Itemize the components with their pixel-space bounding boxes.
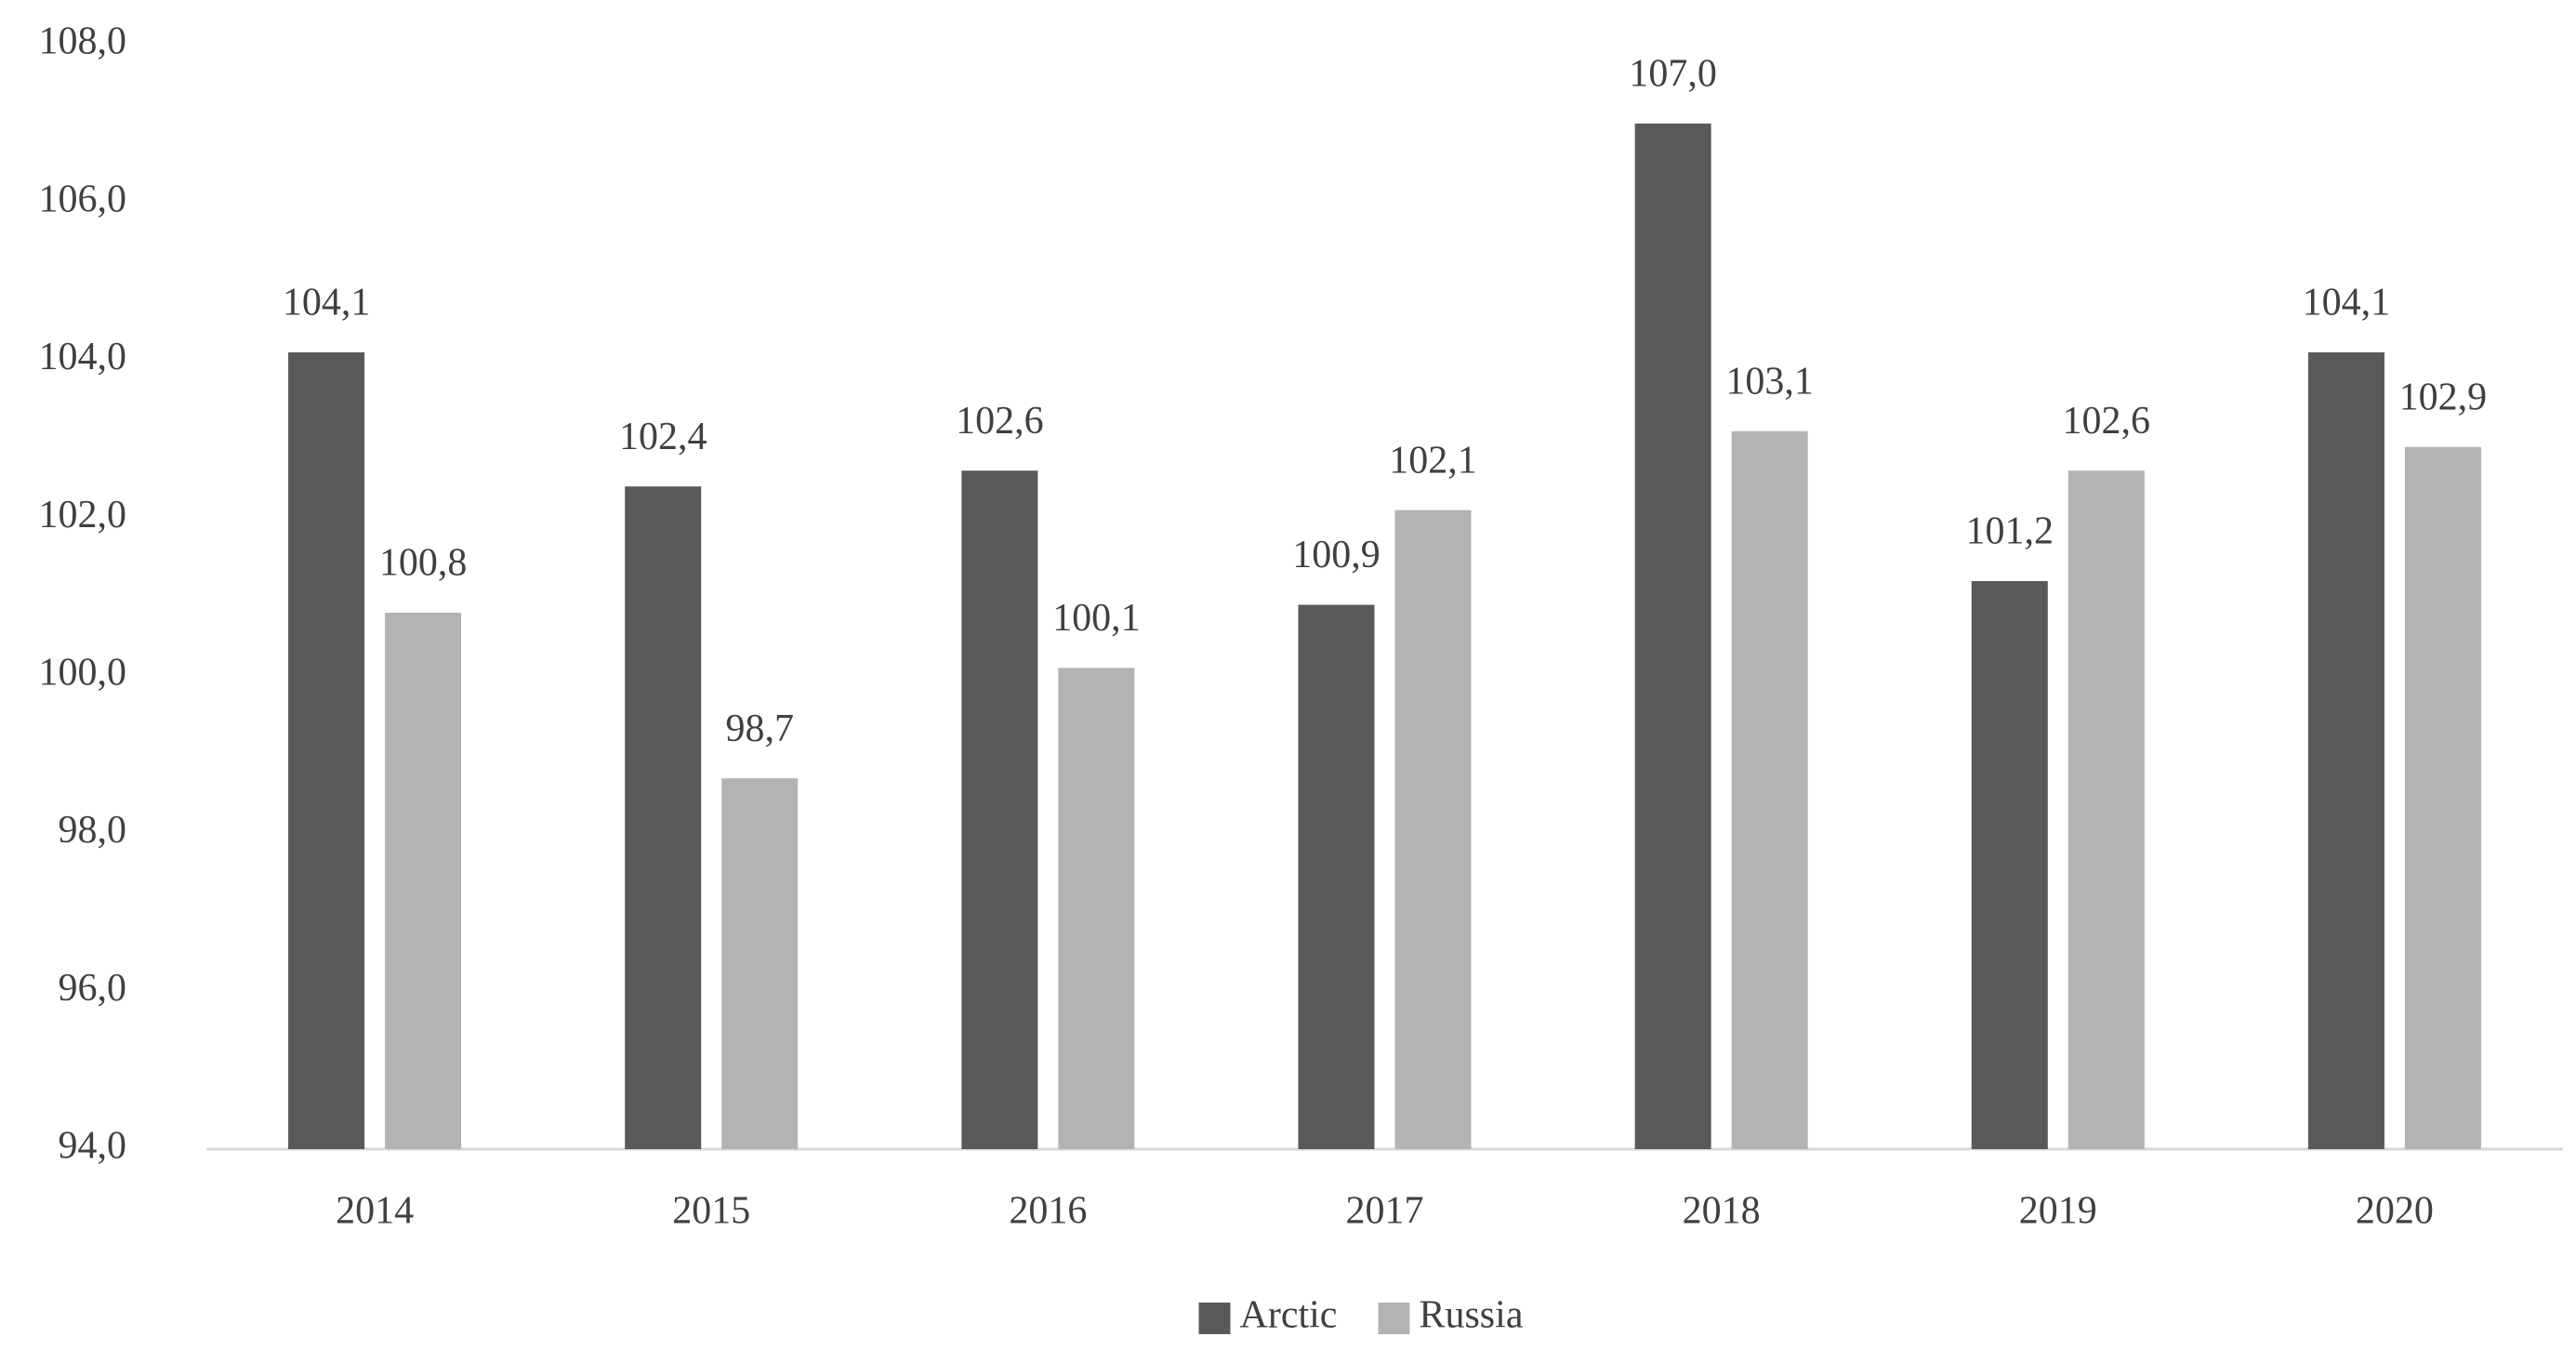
data-label: 103,1 xyxy=(1725,360,1814,403)
legend-swatch xyxy=(1198,1303,1231,1334)
data-label: 100,8 xyxy=(379,542,468,585)
y-tick-label: 108,0 xyxy=(39,20,127,63)
x-tick-label: 2020 xyxy=(2356,1190,2434,1233)
bar xyxy=(1634,123,1711,1149)
data-label: 100,9 xyxy=(1292,534,1380,576)
x-tick-label: 2017 xyxy=(1346,1190,1424,1233)
bar xyxy=(1971,581,2048,1149)
y-tick-label: 96,0 xyxy=(59,967,127,1010)
data-label: 107,0 xyxy=(1629,52,1717,95)
bar xyxy=(1394,509,1472,1149)
bar xyxy=(385,612,462,1149)
y-tick-label: 102,0 xyxy=(39,494,127,536)
data-label: 102,6 xyxy=(2063,400,2151,443)
bar xyxy=(1298,604,1375,1149)
x-tick-label: 2018 xyxy=(1683,1190,1761,1233)
bar xyxy=(961,470,1038,1149)
data-label: 101,2 xyxy=(1966,510,2054,553)
data-label: 102,6 xyxy=(956,400,1044,443)
bar xyxy=(1731,430,1808,1149)
bar xyxy=(721,778,799,1149)
legend-label: Russia xyxy=(1419,1294,1523,1337)
y-tick-label: 94,0 xyxy=(59,1125,127,1168)
y-tick-label: 98,0 xyxy=(59,809,127,852)
bar xyxy=(2404,446,2481,1149)
data-label: 98,7 xyxy=(725,708,794,750)
x-tick-label: 2014 xyxy=(336,1190,414,1233)
bar xyxy=(625,486,702,1149)
bar xyxy=(2307,351,2384,1149)
x-tick-label: 2019 xyxy=(2019,1190,2097,1233)
bar xyxy=(2067,470,2145,1149)
data-label: 104,1 xyxy=(283,282,371,324)
bar xyxy=(1058,668,1135,1149)
data-label: 102,9 xyxy=(2399,376,2488,418)
data-label: 100,1 xyxy=(1052,597,1141,640)
x-tick-label: 2016 xyxy=(1009,1190,1087,1233)
legend-label: Arctic xyxy=(1240,1294,1338,1337)
y-tick-label: 106,0 xyxy=(39,178,127,220)
x-tick-label: 2015 xyxy=(672,1190,750,1233)
data-label: 102,1 xyxy=(1389,439,1477,482)
y-tick-label: 104,0 xyxy=(39,336,127,378)
data-label: 102,4 xyxy=(619,416,707,458)
data-label: 104,1 xyxy=(2303,282,2391,324)
legend-swatch xyxy=(1378,1303,1410,1334)
bar xyxy=(288,351,365,1149)
y-tick-label: 100,0 xyxy=(39,651,127,694)
